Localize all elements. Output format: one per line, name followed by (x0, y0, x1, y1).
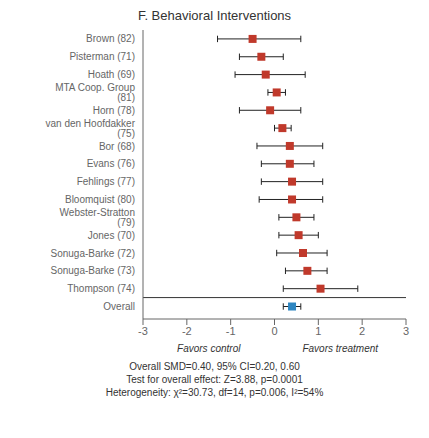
svg-text:van den Hoofdakker(75): van den Hoofdakker(75) (45, 118, 135, 139)
svg-text:-1: -1 (226, 325, 236, 337)
svg-text:3: 3 (403, 325, 409, 337)
html-text:Test for overall effect: Z=3.8: Test for overall effect: Z=3.88, p=0.000… (126, 374, 303, 385)
svg-text:Sonuga-Barke (72): Sonuga-Barke (72) (51, 248, 136, 259)
svg-text:Bor (68): Bor (68) (99, 141, 135, 152)
html-text:Overall SMD=0.40, 95% CI=0.20,: Overall SMD=0.40, 95% CI=0.20, 0.60 (129, 361, 300, 372)
svg-text:Pisterman (71): Pisterman (71) (69, 51, 135, 62)
svg-text:1: 1 (315, 325, 321, 337)
svg-text:Fehlings (77): Fehlings (77) (77, 176, 135, 187)
svg-text:0: 0 (271, 325, 277, 337)
svg-text:Webster-Stratton(79): Webster-Stratton(79) (60, 207, 135, 228)
svg-text:Jones (70): Jones (70) (88, 230, 135, 241)
svg-text:Bloomquist (80): Bloomquist (80) (65, 194, 135, 205)
svg-text:Sonuga-Barke (73): Sonuga-Barke (73) (51, 265, 136, 276)
svg-text:-2: -2 (182, 325, 192, 337)
svg-text:2: 2 (359, 325, 365, 337)
svg-text:-3: -3 (138, 325, 148, 337)
html-text:Favors control: Favors control (177, 343, 241, 354)
svg-text:Overall: Overall (103, 301, 135, 312)
html-text:Favors treatment: Favors treatment (302, 343, 378, 354)
svg-text:Hoath (69): Hoath (69) (88, 69, 135, 80)
svg-text:Brown (82): Brown (82) (86, 33, 135, 44)
html-text:F. Behavioral Interventions: F. Behavioral Interventions (137, 8, 292, 23)
svg-text:Horn (78): Horn (78) (93, 105, 135, 116)
svg-text:Thompson (74): Thompson (74) (67, 283, 135, 294)
svg-text:MTA Coop. Group(81): MTA Coop. Group(81) (55, 82, 135, 103)
html-text:Heterogeneity: χ²=30.73, df=14: Heterogeneity: χ²=30.73, df=14, p=0.006,… (105, 387, 324, 398)
svg-text:Evans (76): Evans (76) (87, 158, 135, 169)
